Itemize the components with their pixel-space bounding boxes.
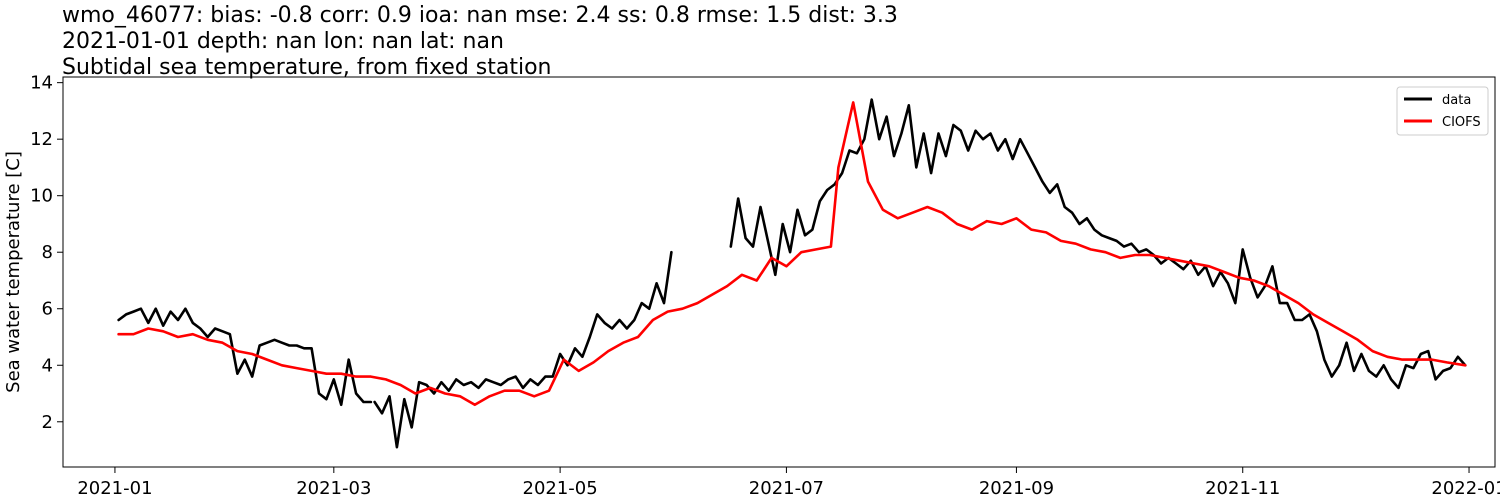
series-lines	[117, 98, 1467, 449]
legend-label-ciofs: CIOFS	[1442, 115, 1481, 130]
series-line-ciofs-segment-0	[117, 101, 1467, 407]
legend-label-data: data	[1442, 93, 1471, 108]
y-axis: 2 4 6 8 10 12 14	[30, 73, 63, 433]
y-tick-label: 10	[30, 186, 53, 207]
title-line-3: Subtidal sea temperature, from fixed sta…	[62, 55, 552, 80]
title-line-2: 2021-01-01 depth: nan lon: nan lat: nan	[62, 29, 504, 54]
plot-frame	[62, 76, 1496, 468]
x-axis: 2021-01 2021-03 2021-05 2021-07 2021-09 2021-…	[77, 467, 1500, 499]
y-axis-label: Sea water temperature [C]	[3, 151, 24, 393]
x-tick-label: 2021-11	[1205, 478, 1280, 499]
y-tick-label: 4	[42, 355, 53, 376]
y-tick-label: 2	[42, 412, 53, 433]
series-line-data-segment-1	[373, 250, 673, 449]
y-tick-label: 6	[42, 299, 53, 320]
x-tick-label: 2022-01	[1431, 478, 1500, 499]
y-tick-label: 8	[42, 242, 53, 263]
y-tick-label: 14	[30, 73, 53, 94]
x-tick-label: 2021-07	[749, 478, 824, 499]
x-tick-label: 2021-05	[523, 478, 598, 499]
plot-area	[62, 76, 1496, 468]
series-line-data-segment-0	[117, 307, 373, 407]
x-tick-label: 2021-09	[979, 478, 1054, 499]
title-line-1: wmo_46077: bias: -0.8 corr: 0.9 ioa: nan…	[62, 3, 898, 28]
y-tick-label: 12	[30, 129, 53, 150]
x-tick-label: 2021-03	[296, 478, 371, 499]
legend: data CIOFS	[1396, 86, 1489, 136]
chart-title: wmo_46077: bias: -0.8 corr: 0.9 ioa: nan…	[62, 3, 898, 80]
series-line-data-segment-2	[729, 98, 1467, 390]
x-tick-label: 2021-01	[77, 478, 152, 499]
